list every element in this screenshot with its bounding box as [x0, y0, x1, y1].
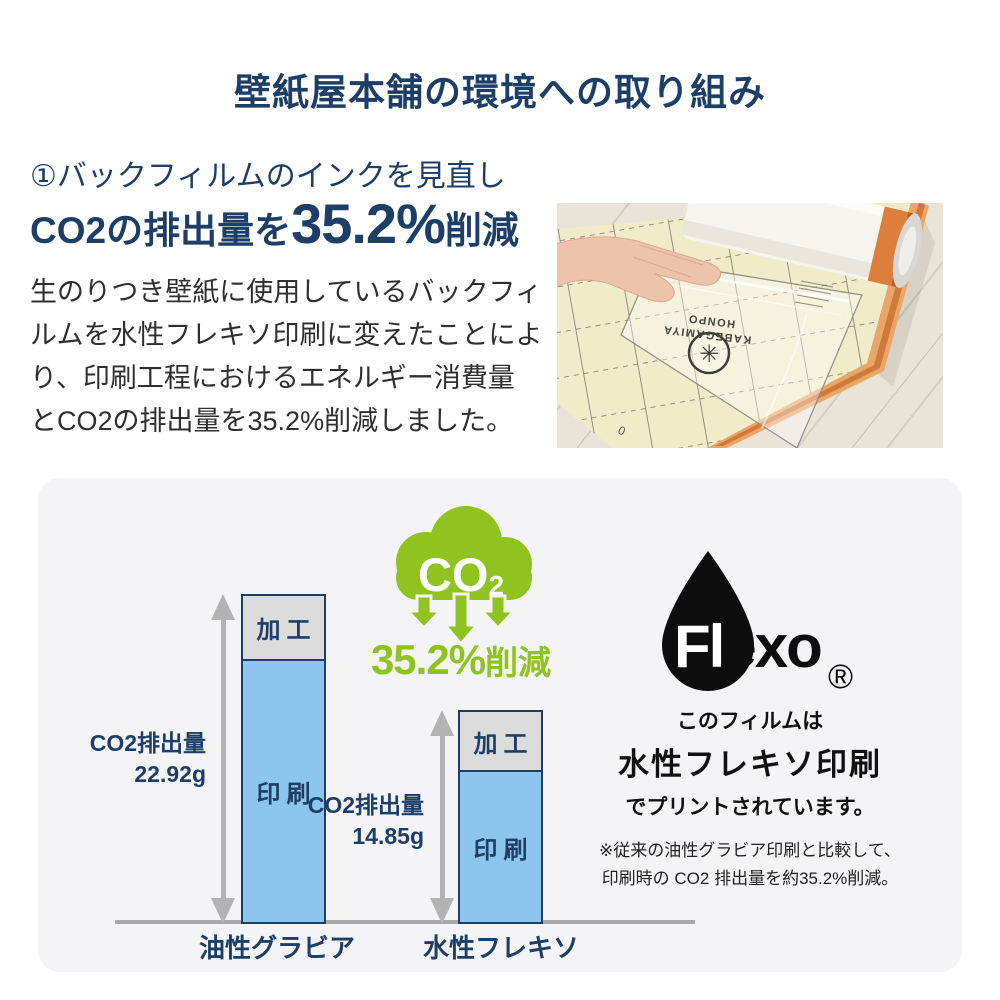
co2-cloud-icon: CO2: [376, 498, 546, 651]
co2-statement-prefix: CO2の排出量を: [30, 210, 292, 251]
co2-statement-suffix: 削減: [444, 210, 519, 251]
flexo-footnote: ※従来の油性グラビア印刷と比較して、 印刷時の CO2 排出量を約35.2%削減…: [599, 841, 901, 888]
segment-label: 印刷: [473, 836, 534, 864]
segment-label: 加工: [473, 730, 534, 758]
flexo-logo: Flexo ®: [662, 551, 853, 693]
infographic-card: CO2 35.2%削減 加工 印刷: [38, 478, 962, 972]
bar-segment-processing: 加工: [460, 712, 541, 772]
drop-icon: [662, 551, 754, 691]
co2-statement-percent: 35.2%: [291, 192, 446, 255]
reduction-value: 35.2%: [370, 636, 486, 683]
hand: [557, 236, 722, 303]
down-arrows-icon: [404, 592, 518, 647]
cloud-shape: [396, 506, 532, 600]
section-heading: ①バックフィルムのインクを見直し: [30, 160, 506, 193]
segment-label: 印刷: [256, 781, 317, 808]
arrow-up-icon: [430, 710, 454, 736]
reduction-label: 削減: [485, 644, 552, 681]
bar-annotation-right: CO2排出量 14.85g: [307, 792, 424, 849]
chart-baseline: [115, 920, 695, 924]
clear-film: ✳ KABEGAMIYA HONPO: [620, 260, 863, 448]
film-roll: [681, 203, 922, 288]
category-label-oil-gravure: 油性グラビア: [198, 933, 355, 963]
category-label-water-flexo: 水性フレキソ: [422, 933, 579, 963]
bar-water-flexo: 加工 印刷: [458, 710, 543, 924]
total-height-arrow-right: [430, 710, 454, 924]
paragraph-line: とCO2の排出量を35.2%削減しました。: [30, 406, 514, 436]
bar-segment-processing: 加工: [243, 596, 324, 661]
reduction-caption: 35.2%削減: [336, 636, 586, 684]
roll-orange-band: [867, 206, 909, 287]
film-logo-glyph: ✳: [699, 341, 719, 368]
paragraph-line: り、印刷工程におけるエネルギー消費量: [30, 363, 515, 393]
segment-label: 加工: [256, 617, 317, 644]
film-logo-circle: [687, 331, 731, 375]
flexo-caption-line2: 水性フレキソ印刷: [618, 747, 882, 782]
product-photo: 10 0: [557, 203, 943, 448]
flexo-column: Flexo ® このフィルムは 水性フレキソ印刷 でプリントされています。 ※従…: [578, 548, 922, 893]
photo-illustration: 10 0: [557, 203, 943, 448]
intro-paragraph: 生のりつき壁紙に使用しているバックフィ ルムを水性フレキソ印刷に変えたことによ …: [30, 271, 542, 443]
bar-oil-gravure: 加工 印刷: [241, 594, 326, 924]
total-height-arrow-left: [211, 594, 235, 924]
registered-trademark: ®: [828, 658, 853, 693]
svg-text:HONPO: HONPO: [687, 312, 736, 330]
flexo-caption-line1: このフィルムは: [676, 710, 824, 733]
bar-segment-printing: 印刷: [460, 772, 541, 922]
flexo-wordmark: Flexo: [674, 613, 821, 680]
page-title: 壁紙屋本舗の環境への取り組み: [234, 72, 766, 113]
arrow-down-icon: [211, 898, 235, 924]
film-printed-instructions: [794, 280, 834, 308]
bar-segment-printing: 印刷: [243, 661, 324, 922]
bar-annotation-left: CO2排出量 22.92g: [89, 730, 206, 787]
flexo-caption-line3: でプリントされています。: [625, 796, 875, 819]
co2-reduction-statement: CO2の排出量を 35.2% 削減: [30, 196, 519, 254]
co2-cloud-text: CO2: [418, 548, 504, 601]
paragraph-line: ルムを水性フレキソ印刷に変えたことによ: [30, 320, 543, 350]
paragraph-line: 生のりつき壁紙に使用しているバックフィ: [30, 277, 542, 307]
arrow-down-icon: [430, 898, 454, 924]
arrow-up-icon: [211, 594, 235, 620]
